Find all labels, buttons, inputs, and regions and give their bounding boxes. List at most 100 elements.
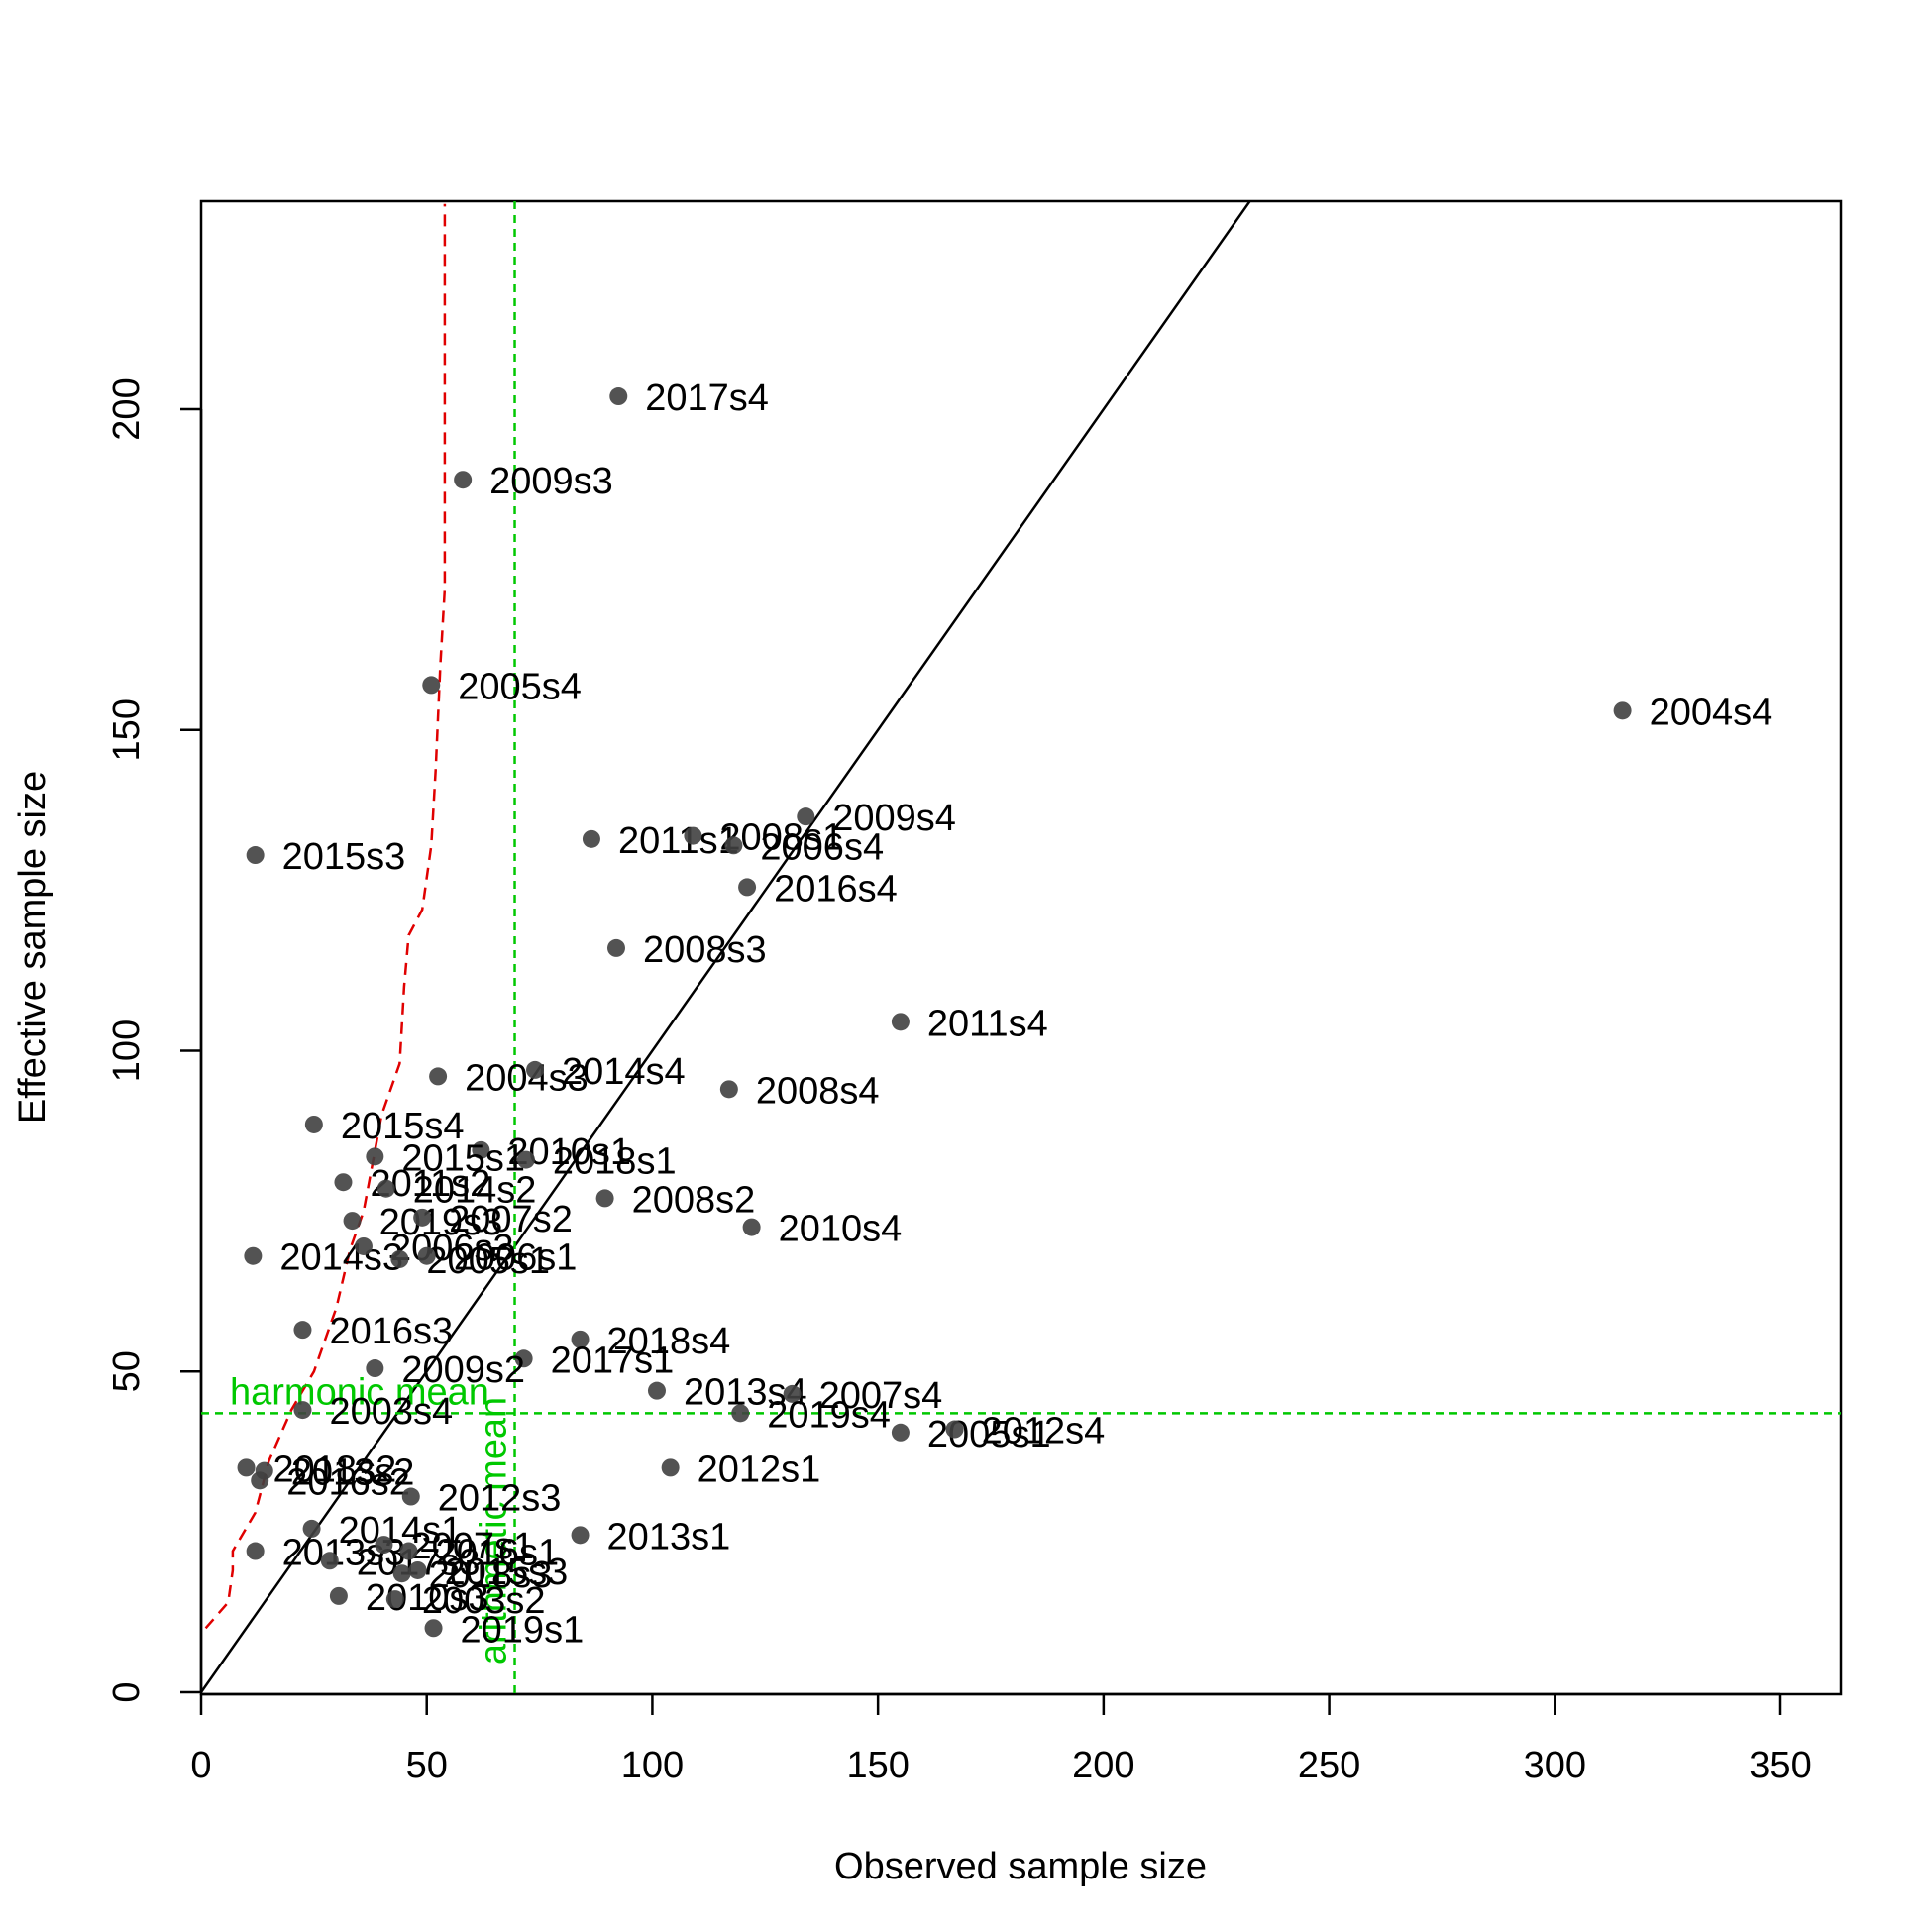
x-tick-label: 300 <box>1524 1745 1586 1786</box>
point-label: 2012s4 <box>982 1411 1106 1452</box>
point-label: 2015s1 <box>401 1137 525 1179</box>
data-point <box>595 1189 614 1208</box>
data-point <box>304 1115 323 1133</box>
point-label: 2017s1 <box>551 1340 675 1381</box>
data-point <box>516 1150 535 1169</box>
data-point <box>945 1420 964 1439</box>
data-point <box>375 1536 393 1555</box>
point-label: 2011s1 <box>618 820 739 862</box>
point-label: 2010s3 <box>366 1577 489 1619</box>
data-point <box>413 1208 432 1227</box>
point-label: 2005s4 <box>458 666 582 707</box>
data-point <box>417 1246 436 1265</box>
x-tick-label: 50 <box>406 1745 448 1786</box>
data-point <box>399 1542 418 1560</box>
data-point <box>390 1249 409 1268</box>
point-label: 2003s2 <box>422 1580 546 1622</box>
point-label: 2018s1 <box>553 1141 677 1183</box>
point-label: 2013s2 <box>291 1452 415 1494</box>
point-label: 2016s1 <box>435 1533 559 1574</box>
data-point <box>392 1564 411 1583</box>
data-point <box>246 1542 265 1560</box>
arithmetic-mean-label: arithmetic mean <box>474 1397 515 1664</box>
data-point <box>251 1471 269 1490</box>
data-point <box>724 836 743 855</box>
data-point <box>472 1140 490 1159</box>
data-point <box>738 878 757 897</box>
point-label: 2009s3 <box>489 461 613 502</box>
point-label: 2006s4 <box>760 826 884 868</box>
data-point <box>376 1179 395 1198</box>
point-label: 2014s3 <box>279 1237 403 1279</box>
data-point <box>582 829 600 848</box>
data-point <box>329 1586 348 1605</box>
data-point <box>334 1173 353 1192</box>
data-point <box>429 1067 448 1086</box>
x-tick-label: 250 <box>1298 1745 1360 1786</box>
y-axis-title: Effective sample size <box>12 771 54 1124</box>
y-tick-label: 100 <box>106 1020 148 1082</box>
points-layer: 2017s42009s32005s42004s42009s42011s12008… <box>237 377 1773 1651</box>
point-label: 2010s4 <box>779 1209 903 1250</box>
data-point <box>293 1321 312 1340</box>
data-point <box>293 1401 312 1420</box>
point-label: 2004s4 <box>1650 692 1773 733</box>
point-label: 2007s1 <box>410 1526 534 1567</box>
point-label: 2009s4 <box>832 798 956 839</box>
data-point <box>526 1060 545 1079</box>
data-point <box>731 1404 750 1423</box>
point-label: 2008s2 <box>632 1179 756 1221</box>
data-point <box>891 1013 910 1031</box>
data-point <box>302 1519 321 1538</box>
identity-line <box>201 201 1252 1693</box>
point-label: 2014s1 <box>339 1510 463 1552</box>
point-label: 2014s2 <box>413 1170 537 1212</box>
point-label: 2019s4 <box>767 1394 891 1436</box>
data-point <box>454 471 473 489</box>
x-tick-label: 0 <box>190 1745 211 1786</box>
data-point <box>1613 701 1632 720</box>
data-point <box>246 846 265 865</box>
data-point <box>719 1080 738 1099</box>
data-point <box>366 1359 384 1378</box>
x-axis-title: Observed sample size <box>834 1846 1207 1887</box>
point-label: 2008s1 <box>719 817 843 859</box>
data-point <box>514 1349 533 1368</box>
point-label: 2015s3 <box>282 836 406 878</box>
data-point <box>366 1147 384 1166</box>
point-label: 2007s4 <box>819 1375 943 1417</box>
x-tick-label: 150 <box>846 1745 909 1786</box>
point-label: 2007s2 <box>449 1199 573 1240</box>
point-label: 2018s3 <box>429 1555 553 1596</box>
point-label: 2016s2 <box>286 1461 410 1503</box>
data-point <box>742 1218 761 1236</box>
point-label: 2012s1 <box>698 1449 821 1490</box>
data-point <box>385 1590 404 1609</box>
point-label: 2016s4 <box>774 868 898 910</box>
y-tick-label: 0 <box>106 1681 148 1702</box>
data-point <box>320 1552 339 1570</box>
data-point <box>237 1458 256 1477</box>
data-point <box>609 387 628 406</box>
plot-frame <box>199 199 1843 1696</box>
data-point <box>354 1236 373 1255</box>
data-point <box>244 1246 263 1265</box>
point-label: 2006s3 <box>390 1228 514 1269</box>
data-point <box>606 938 625 957</box>
point-label: 2004s3 <box>465 1057 589 1099</box>
data-point <box>684 826 702 845</box>
point-label: 2015s3 <box>445 1552 569 1593</box>
y-tick-label: 200 <box>106 377 148 440</box>
point-label: 2005s1 <box>426 1240 550 1282</box>
x-tick-label: 350 <box>1749 1745 1811 1786</box>
x-tick-label: 200 <box>1072 1745 1134 1786</box>
data-point <box>571 1526 590 1545</box>
point-label: 2017s4 <box>645 377 769 419</box>
point-label: 2013s1 <box>607 1516 731 1557</box>
x-axis: 0 50 100 150 200 250 300 350 <box>190 1692 1812 1786</box>
data-point <box>661 1458 680 1477</box>
y-tick-label: 150 <box>106 698 148 761</box>
point-label: 2006s1 <box>454 1237 578 1279</box>
point-label: 2019s3 <box>379 1202 503 1243</box>
